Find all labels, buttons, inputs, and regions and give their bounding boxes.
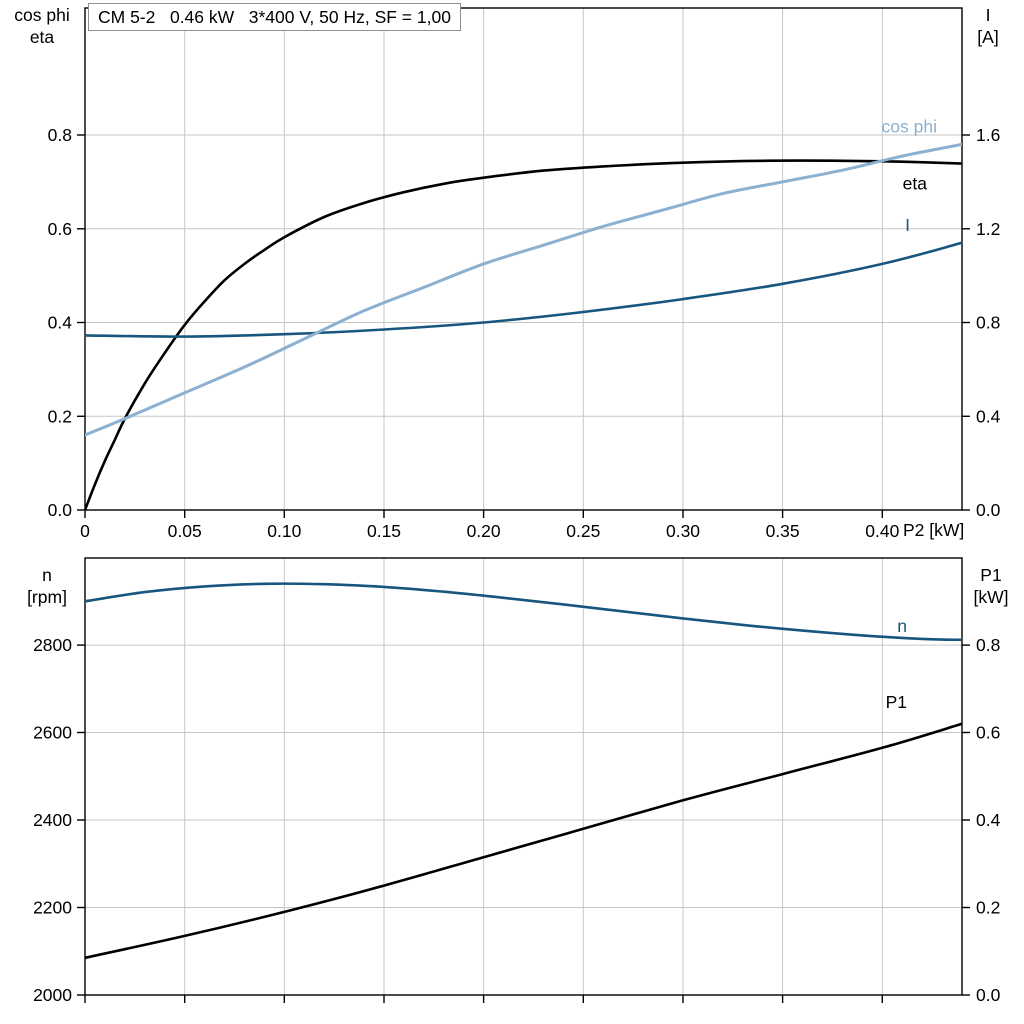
- x-tick-label: 0.40: [865, 521, 899, 541]
- curve-label-eta: eta: [903, 174, 928, 194]
- x-axis-label: P2 [kW]: [903, 520, 965, 540]
- left-tick-label: 2000: [33, 985, 72, 1005]
- right-tick-label: 0.6: [976, 723, 1000, 743]
- right-tick-label: 0.8: [976, 635, 1000, 655]
- curve-p1: [85, 722, 962, 960]
- left-tick-label: 0.6: [48, 219, 72, 239]
- axis-title-line: [A]: [977, 27, 999, 47]
- right-tick-label: 0.4: [976, 810, 1001, 830]
- right-tick-label: 1.2: [976, 219, 1000, 239]
- x-tick-label: 0.05: [168, 521, 202, 541]
- axis-title-line: cos phi: [14, 5, 70, 25]
- series-group: [85, 582, 962, 960]
- right-tick-label: 0.0: [976, 500, 1001, 520]
- x-tick-label: 0: [80, 521, 90, 541]
- right-tick-label: 0.8: [976, 313, 1000, 333]
- left-tick-label: 2400: [33, 810, 72, 830]
- x-tick-label: 0.30: [666, 521, 700, 541]
- axis-title-line: [rpm]: [27, 587, 67, 607]
- left-tick-label: 2200: [33, 898, 72, 918]
- plot-frame: [84, 7, 963, 511]
- axis-title-line: n: [42, 565, 52, 585]
- left-tick-label: 0.8: [48, 125, 72, 145]
- right-tick-label: 0.4: [976, 406, 1001, 426]
- top-chart-left-axis-title: cos phi eta: [2, 4, 82, 48]
- bottom-chart-left-axis-title: n [rpm]: [7, 564, 87, 608]
- left-tick-label: 2600: [33, 723, 72, 743]
- curve-label-p1: P1: [886, 692, 907, 712]
- left-tick-label: 2800: [33, 635, 72, 655]
- axis-title-line: P1: [980, 565, 1002, 585]
- bottom-chart-right-axis-title: P1 [kW]: [961, 564, 1021, 608]
- curve-label-i: I: [905, 215, 910, 235]
- curve-cos-phi: [85, 142, 962, 437]
- x-tick-label: 0.20: [467, 521, 501, 541]
- electrical-curves: 0.0 0.2 0.4 0.6 0.8 0.0 0.4 0.8 1.2 1.6 0 0.05 0.10 0…: [48, 7, 1001, 541]
- curve-i: [85, 241, 962, 338]
- axis-title-line: [kW]: [973, 587, 1009, 607]
- top-chart-right-axis-title: I [A]: [958, 4, 1018, 48]
- speed-power-curves: 2000 2200 2400 2600 2800 0.0 0.2 0.4 0.6 0.8 n P1: [33, 557, 1001, 1005]
- x-tick-label: 0.25: [566, 521, 600, 541]
- x-tick-label: 0.35: [766, 521, 800, 541]
- right-tick-label: 0.0: [976, 985, 1001, 1005]
- left-tick-label: 0.4: [48, 313, 73, 333]
- curve-n: [85, 582, 962, 642]
- left-tick-label: 0.2: [48, 406, 72, 426]
- left-tick-label: 0.0: [48, 500, 73, 520]
- chart-title-box: CM 5-2 0.46 kW 3*400 V, 50 Hz, SF = 1,00: [88, 3, 461, 31]
- right-tick-label: 1.6: [976, 125, 1000, 145]
- curve-label-cos-phi: cos phi: [882, 116, 937, 136]
- axis-title-line: I: [985, 5, 991, 25]
- plot-frame: [84, 557, 963, 996]
- x-tick-label: 0.10: [267, 521, 301, 541]
- axis-title-line: eta: [29, 27, 55, 47]
- x-tick-label: 0.15: [367, 521, 401, 541]
- series-group: [85, 142, 962, 510]
- right-tick-label: 0.2: [976, 898, 1000, 918]
- curve-label-n: n: [897, 616, 907, 636]
